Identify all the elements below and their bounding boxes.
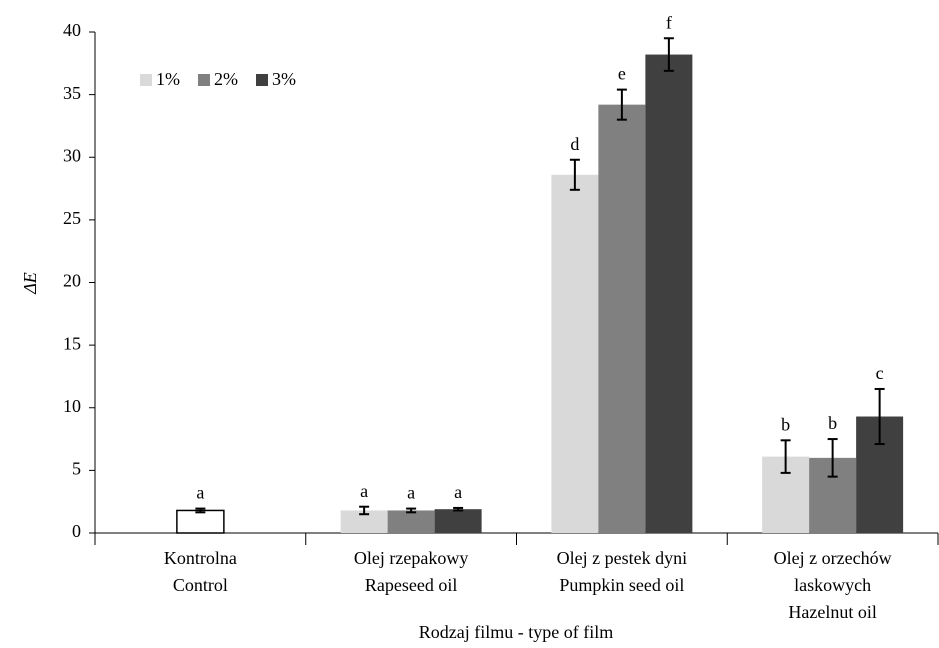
- error-bar: [616, 88, 627, 121]
- x-axis-title: Rodzaj filmu - type of film: [419, 622, 613, 642]
- x-tick-label: Olej z pestek dyni: [557, 548, 687, 568]
- y-tick-label: 30: [63, 145, 81, 165]
- y-tick-label: 5: [72, 459, 81, 479]
- bar: [340, 510, 388, 533]
- x-tick-label: Kontrolna: [164, 548, 237, 568]
- bar: [387, 510, 435, 533]
- error-bar: [874, 387, 885, 446]
- legend-label: 2%: [214, 69, 238, 89]
- letter: d: [570, 134, 579, 154]
- letter: b: [781, 414, 790, 434]
- x-tick-label: Rapeseed oil: [365, 575, 457, 595]
- error-bar: [453, 506, 464, 512]
- letter: e: [618, 64, 626, 84]
- x-tick-label: Pumpkin seed oil: [559, 575, 684, 595]
- x-tick-label: Olej z orzechów: [774, 548, 892, 568]
- error-bar: [569, 158, 580, 191]
- y-tick-label: 10: [63, 396, 81, 416]
- y-tick-label: 40: [63, 20, 81, 40]
- letter: c: [876, 363, 884, 383]
- error-bar: [780, 439, 791, 474]
- letter: a: [196, 483, 204, 503]
- x-tick-label: Control: [173, 575, 228, 595]
- y-tick-label: 15: [63, 333, 81, 353]
- letter: a: [454, 482, 462, 502]
- bar: [645, 54, 693, 534]
- x-tick-label: Hazelnut oil: [788, 602, 876, 622]
- error-bar: [195, 507, 206, 514]
- legend-swatch: [256, 74, 268, 86]
- error-bar: [827, 438, 838, 478]
- letter: a: [407, 483, 415, 503]
- bar: [434, 509, 482, 533]
- bar: [176, 509, 225, 534]
- bar: [598, 104, 646, 534]
- y-axis-title: ΔE: [20, 272, 40, 295]
- error-bar: [359, 505, 370, 516]
- error-bar: [406, 507, 417, 514]
- y-tick-label: 25: [63, 208, 81, 228]
- legend-swatch: [198, 74, 210, 86]
- legend-label: 1%: [156, 69, 180, 89]
- legend-label: 3%: [272, 69, 296, 89]
- x-tick-label: laskowych: [794, 575, 871, 595]
- legend-swatch: [140, 74, 152, 86]
- y-tick-label: 20: [63, 271, 81, 291]
- letter: f: [666, 12, 672, 32]
- y-tick-label: 0: [72, 521, 81, 541]
- bar: [551, 174, 599, 533]
- y-tick-label: 35: [63, 83, 81, 103]
- error-bar: [663, 37, 674, 72]
- letter: a: [360, 481, 368, 501]
- x-tick-label: Olej rzepakowy: [354, 548, 468, 568]
- letter: b: [828, 413, 837, 433]
